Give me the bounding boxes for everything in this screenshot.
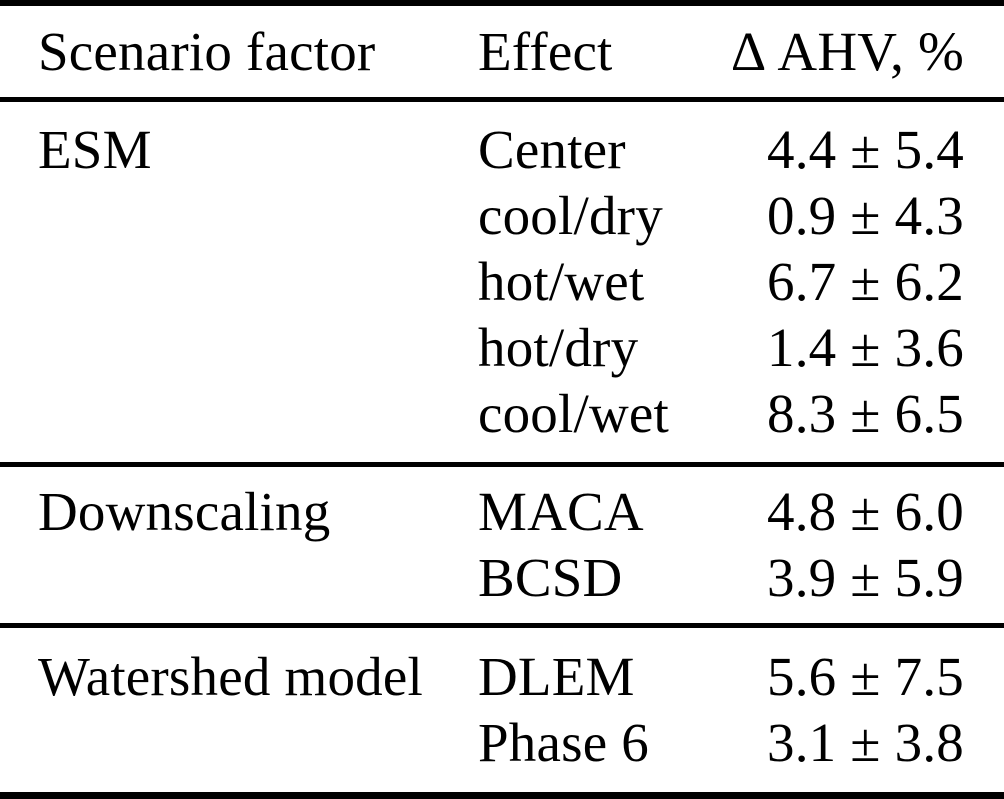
effect-cell: MACA (478, 481, 644, 542)
scenario-factor-cell: Downscaling (38, 481, 331, 542)
header-divider-rule (0, 97, 1004, 102)
effect-cell: Center (478, 119, 626, 180)
table-row: cool/dry 0.9 ± 4.3 (0, 183, 1004, 249)
table-row: Phase 6 3.1 ± 3.8 (0, 710, 1004, 776)
top-rule (0, 0, 1004, 6)
scenario-factor-cell (38, 545, 478, 611)
table-header-row: Scenario factor Effect Δ AHV, % (0, 6, 1004, 97)
effect-cell: BCSD (478, 547, 623, 608)
column-header-delta-ahv: Δ AHV, % (730, 21, 964, 82)
table-row: BCSD 3.9 ± 5.9 (0, 545, 1004, 611)
scenario-factor-cell (38, 183, 478, 249)
effect-cell: DLEM (478, 646, 635, 707)
table-row: Watershed model DLEM 5.6 ± 7.5 (0, 644, 1004, 710)
column-header-scenario-factor: Scenario factor (38, 21, 376, 82)
column-header-effect: Effect (478, 21, 613, 82)
section-divider-rule (0, 623, 1004, 628)
table-section: Watershed model DLEM 5.6 ± 7.5 Phase 6 3.1 ±… (0, 628, 1004, 792)
table-row: hot/wet 6.7 ± 6.2 (0, 249, 1004, 315)
effect-cell: hot/dry (478, 317, 639, 378)
delta-ahv-value-cell: 5.6 ± 7.5 (767, 646, 964, 707)
delta-ahv-value-cell: 8.3 ± 6.5 (767, 383, 964, 444)
scenario-factor-cell (38, 381, 478, 447)
delta-ahv-value-cell: 4.8 ± 6.0 (767, 481, 964, 542)
delta-ahv-value-cell: 3.9 ± 5.9 (767, 547, 964, 608)
table-body: ESM Center 4.4 ± 5.4 cool/dry 0.9 ± 4.3 hot/w… (0, 102, 1004, 792)
table-row: cool/wet 8.3 ± 6.5 (0, 381, 1004, 447)
scenario-factor-cell (38, 249, 478, 315)
scenario-factor-cell: Watershed model (38, 646, 423, 707)
delta-ahv-value-cell: 6.7 ± 6.2 (767, 251, 964, 312)
bottom-rule (0, 792, 1004, 799)
table-section: Downscaling MACA 4.8 ± 6.0 BCSD 3.9 ± 5.9 (0, 467, 1004, 623)
section-divider-rule (0, 462, 1004, 467)
delta-ahv-value-cell: 0.9 ± 4.3 (767, 185, 964, 246)
table-section: ESM Center 4.4 ± 5.4 cool/dry 0.9 ± 4.3 hot/w… (0, 102, 1004, 462)
table-row: hot/dry 1.4 ± 3.6 (0, 315, 1004, 381)
scenario-factor-cell (38, 710, 478, 776)
effect-cell: cool/wet (478, 383, 669, 444)
effect-cell: cool/dry (478, 185, 663, 246)
table-row: Downscaling MACA 4.8 ± 6.0 (0, 479, 1004, 545)
delta-ahv-value-cell: 4.4 ± 5.4 (767, 119, 964, 180)
scenario-factor-cell: ESM (38, 119, 152, 180)
effect-cell: hot/wet (478, 251, 645, 312)
scenario-factor-cell (38, 315, 478, 381)
delta-ahv-value-cell: 3.1 ± 3.8 (767, 712, 964, 773)
delta-ahv-value-cell: 1.4 ± 3.6 (767, 317, 964, 378)
table-row: ESM Center 4.4 ± 5.4 (0, 117, 1004, 183)
effect-cell: Phase 6 (478, 712, 649, 773)
